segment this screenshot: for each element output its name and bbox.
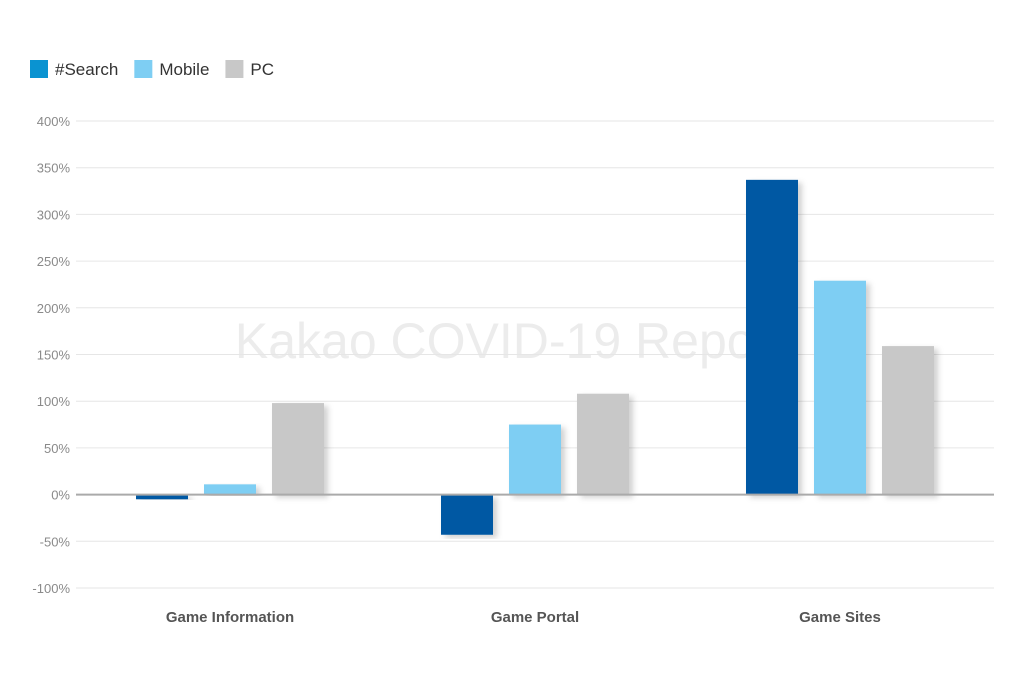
bar [577, 393, 629, 495]
bar [441, 494, 493, 535]
y-tick-label: 150% [37, 348, 71, 363]
watermark-text: Kakao COVID-19 Report [235, 313, 785, 369]
bar [204, 484, 256, 495]
y-tick-label: 350% [37, 161, 71, 176]
y-tick-label: 50% [44, 441, 70, 456]
bar [136, 494, 188, 500]
bar [746, 179, 798, 495]
x-axis-categories: Game Information Game Portal Game Sites [166, 609, 881, 626]
bar [272, 403, 324, 495]
bar [814, 280, 866, 495]
x-category-label: Game Portal [491, 609, 579, 626]
y-tick-label: 100% [37, 394, 71, 409]
y-tick-label: 300% [37, 207, 71, 222]
legend-swatch [225, 60, 244, 78]
y-tick-label: 0% [51, 488, 70, 503]
x-category-label: Game Information [166, 609, 294, 626]
legend: #Search Mobile PC [30, 60, 274, 79]
legend-label: Mobile [159, 60, 209, 79]
x-category-label: Game Sites [799, 609, 881, 626]
legend-swatch [134, 60, 153, 78]
y-tick-label: -100% [32, 581, 70, 596]
bar [882, 346, 934, 495]
bar [509, 424, 561, 495]
y-axis-ticks: -100% -50% 0% 50% 100% 150% 200% 250% 300% 350% 40… [32, 114, 70, 596]
legend-swatch [30, 60, 48, 78]
y-tick-label: 400% [37, 114, 71, 129]
legend-label: #Search [55, 60, 118, 79]
gridlines [76, 120, 994, 589]
y-tick-label: -50% [40, 534, 71, 549]
bars [136, 179, 934, 535]
legend-label: PC [250, 60, 274, 79]
y-tick-label: 250% [37, 254, 71, 269]
y-tick-label: 200% [37, 301, 71, 316]
